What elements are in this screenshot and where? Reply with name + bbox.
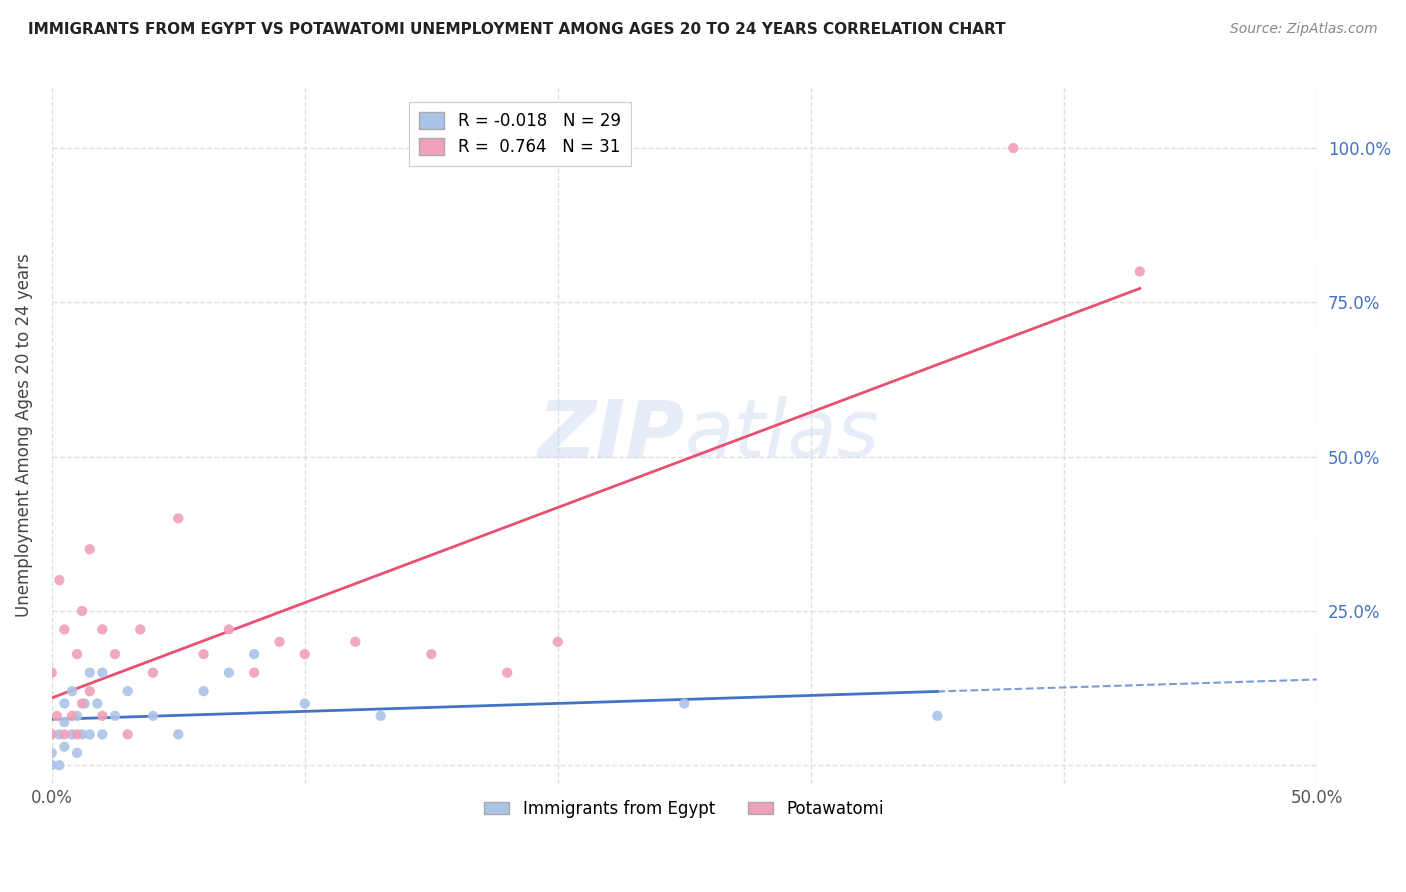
Point — [129, 623, 152, 637]
Point — [53, 727, 76, 741]
Point — [673, 697, 696, 711]
Point — [60, 709, 83, 723]
Point — [41, 746, 63, 760]
Point — [41, 665, 63, 680]
Point — [218, 665, 240, 680]
Point — [269, 634, 291, 648]
Point — [79, 727, 101, 741]
Legend: Immigrants from Egypt, Potawatomi: Immigrants from Egypt, Potawatomi — [478, 793, 891, 824]
Point — [218, 623, 240, 637]
Point — [344, 634, 367, 648]
Text: Source: ZipAtlas.com: Source: ZipAtlas.com — [1230, 22, 1378, 37]
Point — [547, 634, 569, 648]
Point — [79, 684, 101, 698]
Point — [41, 727, 63, 741]
Point — [79, 542, 101, 557]
Point — [420, 647, 443, 661]
Point — [193, 647, 215, 661]
Point — [86, 697, 108, 711]
Point — [70, 697, 93, 711]
Point — [79, 665, 101, 680]
Point — [294, 697, 316, 711]
Point — [142, 709, 165, 723]
Point — [60, 727, 83, 741]
Point — [48, 727, 70, 741]
Point — [48, 573, 70, 587]
Point — [243, 665, 266, 680]
Point — [1129, 264, 1152, 278]
Point — [91, 727, 114, 741]
Point — [496, 665, 519, 680]
Point — [1002, 141, 1025, 155]
Point — [167, 727, 190, 741]
Point — [48, 758, 70, 772]
Point — [73, 697, 96, 711]
Point — [91, 665, 114, 680]
Point — [91, 709, 114, 723]
Point — [91, 623, 114, 637]
Point — [142, 665, 165, 680]
Point — [927, 709, 949, 723]
Point — [70, 604, 93, 618]
Y-axis label: Unemployment Among Ages 20 to 24 years: Unemployment Among Ages 20 to 24 years — [15, 253, 32, 617]
Point — [66, 647, 89, 661]
Point — [53, 697, 76, 711]
Point — [41, 758, 63, 772]
Point — [104, 709, 127, 723]
Point — [117, 727, 139, 741]
Point — [294, 647, 316, 661]
Text: IMMIGRANTS FROM EGYPT VS POTAWATOMI UNEMPLOYMENT AMONG AGES 20 TO 24 YEARS CORRE: IMMIGRANTS FROM EGYPT VS POTAWATOMI UNEM… — [28, 22, 1005, 37]
Point — [53, 714, 76, 729]
Text: atlas: atlas — [685, 396, 879, 474]
Point — [193, 684, 215, 698]
Point — [60, 684, 83, 698]
Point — [66, 709, 89, 723]
Text: ZIP: ZIP — [537, 396, 685, 474]
Point — [53, 739, 76, 754]
Point — [45, 709, 67, 723]
Point — [167, 511, 190, 525]
Point — [70, 727, 93, 741]
Point — [66, 727, 89, 741]
Point — [66, 746, 89, 760]
Point — [117, 684, 139, 698]
Point — [370, 709, 392, 723]
Point — [243, 647, 266, 661]
Point — [53, 623, 76, 637]
Point — [104, 647, 127, 661]
